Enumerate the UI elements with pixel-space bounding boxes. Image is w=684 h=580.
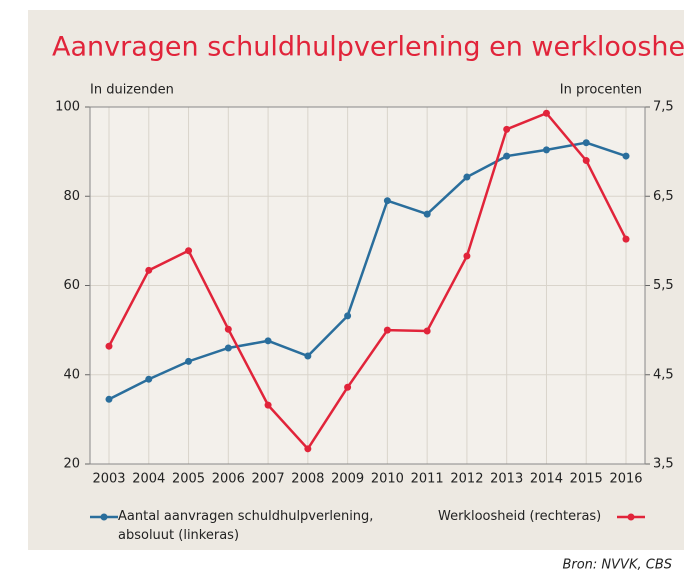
data-point (264, 401, 272, 409)
x-tick-label: 2010 (371, 472, 404, 487)
y2-tick-label: 7,5 (653, 100, 674, 115)
data-point (344, 383, 352, 391)
chart-title: Aanvragen schuldhulpverlening en werkloo… (52, 32, 684, 63)
data-point (264, 337, 272, 345)
data-point (224, 344, 232, 352)
data-point (463, 173, 471, 181)
y-tick-label: 100 (55, 100, 80, 115)
data-point (503, 152, 511, 160)
data-point (145, 375, 153, 383)
data-point (622, 235, 630, 243)
x-tick-label: 2009 (331, 472, 364, 487)
legend-label: Aantal aanvragen schuldhulpverlening, ab… (118, 509, 374, 543)
legend-marker (100, 513, 108, 521)
y-tick-label: 60 (63, 278, 80, 293)
y2-tick-label: 3,5 (653, 457, 674, 472)
y-tick-label: 80 (63, 189, 80, 204)
y-tick-label: 40 (63, 367, 80, 382)
data-point (542, 109, 550, 117)
x-tick-label: 2012 (450, 472, 483, 487)
legend-label: Werkloosheid (rechteras) (438, 509, 602, 524)
y2-tick-label: 6,5 (653, 189, 674, 204)
data-point (622, 152, 630, 160)
x-tick-label: 2008 (291, 472, 324, 487)
data-point (185, 247, 193, 255)
data-point (145, 266, 153, 274)
data-point (185, 357, 193, 365)
x-tick-label: 2007 (252, 472, 285, 487)
plot-frame (89, 106, 646, 465)
data-point (105, 342, 113, 350)
x-tick-label: 2006 (212, 472, 245, 487)
y2-axis-label: In procenten (560, 83, 642, 98)
x-tick-label: 2011 (411, 472, 444, 487)
data-point (383, 197, 391, 205)
x-tick-label: 2016 (609, 472, 642, 487)
x-tick-label: 2013 (490, 472, 523, 487)
y-tick-label: 20 (63, 457, 80, 472)
data-point (383, 326, 391, 334)
y2-tick-label: 4,5 (653, 367, 674, 382)
data-point (344, 312, 352, 320)
data-point (542, 146, 550, 154)
data-point (463, 252, 471, 260)
x-tick-label: 2004 (132, 472, 165, 487)
data-point (423, 210, 431, 218)
x-tick-label: 2005 (172, 472, 205, 487)
data-point (503, 125, 511, 133)
data-point (304, 445, 312, 453)
y2-tick-label: 5,5 (653, 278, 674, 293)
legend-marker (627, 513, 635, 521)
data-point (582, 139, 590, 147)
data-point (224, 325, 232, 333)
data-point (423, 327, 431, 335)
x-tick-label: 2003 (92, 472, 125, 487)
source: Bron: NVVK, CBS (562, 558, 672, 573)
series-line (107, 111, 628, 451)
y-axis-label: In duizenden (90, 83, 174, 98)
x-tick-label: 2015 (570, 472, 603, 487)
data-point (105, 395, 113, 403)
series-line (108, 141, 627, 401)
x-tick-label: 2014 (530, 472, 563, 487)
data-point (304, 352, 312, 360)
data-point (582, 157, 590, 165)
